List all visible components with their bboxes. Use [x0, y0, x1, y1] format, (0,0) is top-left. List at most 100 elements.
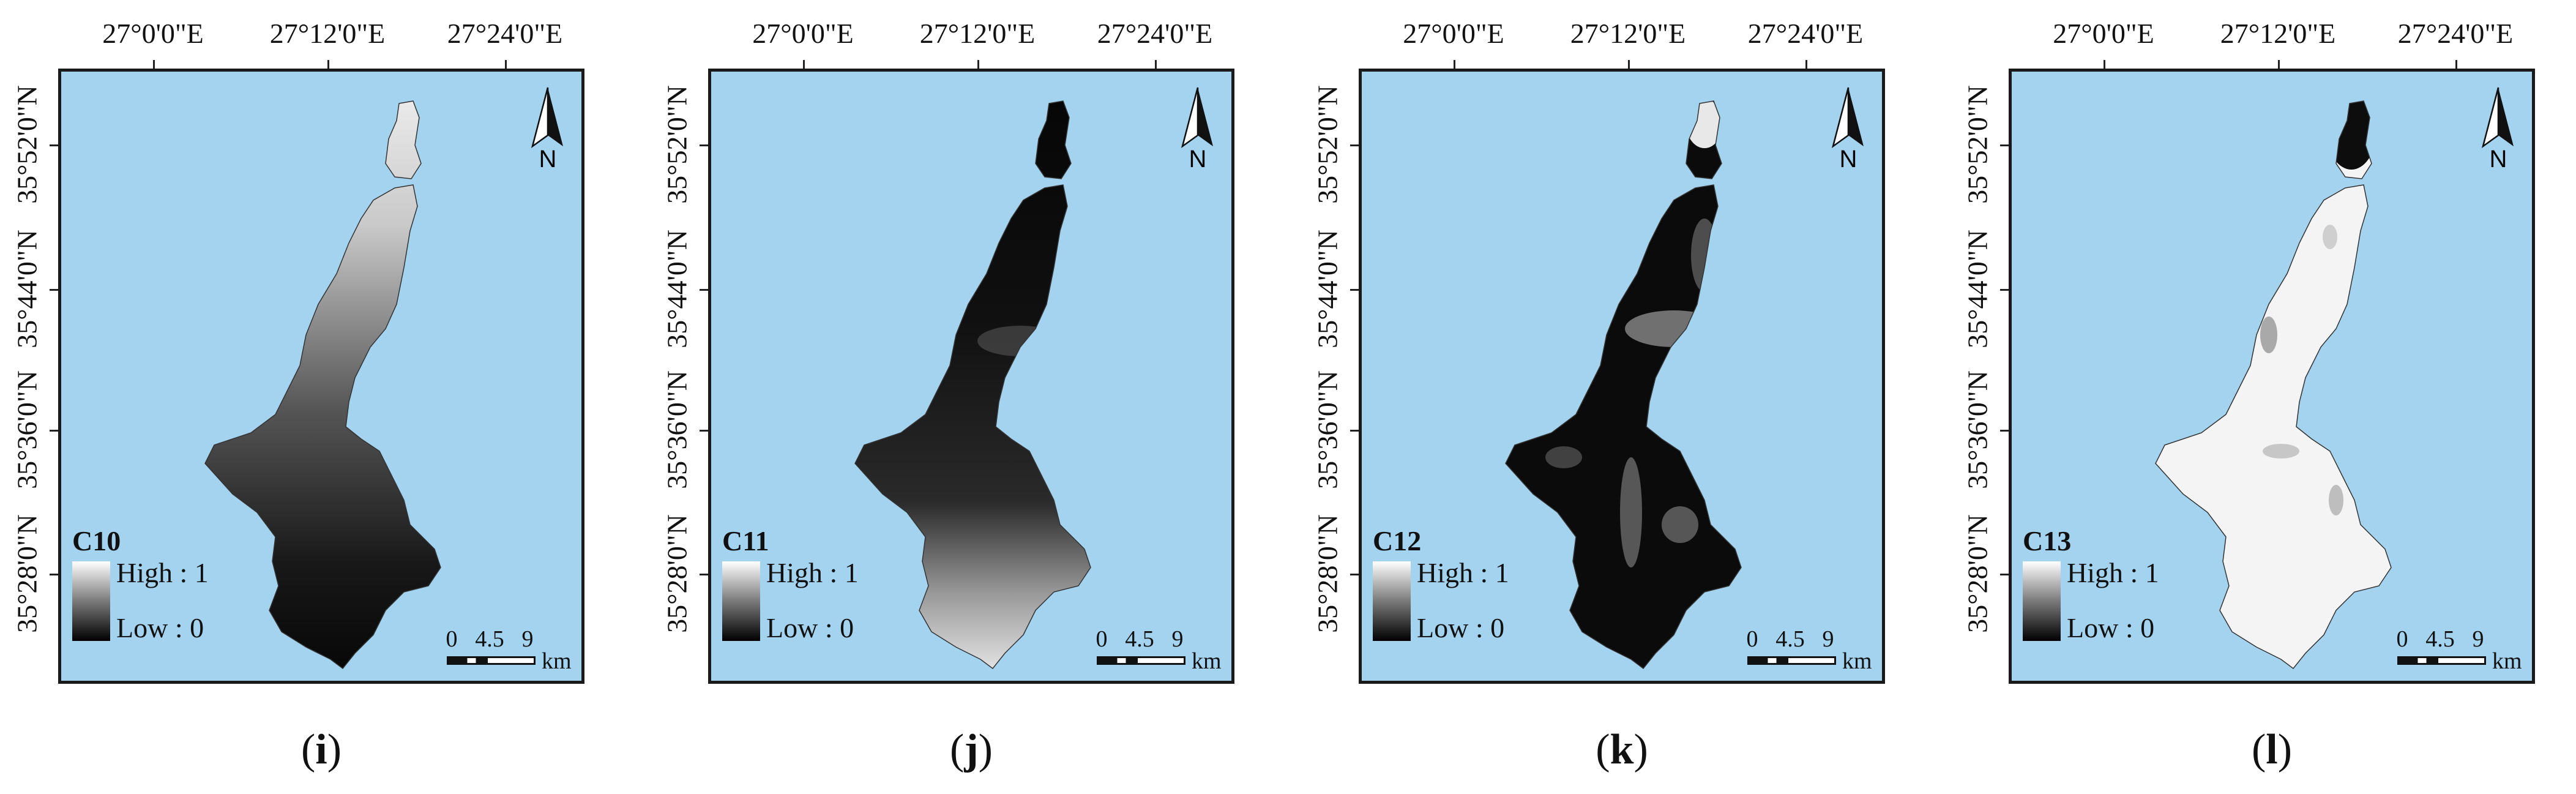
latitude-tick [700, 144, 708, 146]
longitude-label: 27°0'0"E [102, 18, 204, 49]
scale-bar-tick-label: 4.5 [2425, 626, 2455, 652]
longitude-label: 27°24'0"E [1747, 18, 1864, 49]
longitude-label: 27°12'0"E [1570, 18, 1686, 49]
panel-label: (i) [301, 725, 342, 774]
scale-bar-tick-label: 0 [2396, 626, 2408, 652]
longitude-label: 27°12'0"E [2220, 18, 2336, 49]
longitude-label: 27°0'0"E [752, 18, 854, 49]
latitude-tick [1350, 289, 1359, 291]
scale-bar-tick-label: 9 [521, 626, 534, 652]
latitude-label: 35°52'0"N [661, 85, 693, 204]
map-frame: N C13 High : 1 Low : 0 0 4.5 9 km [2009, 69, 2535, 684]
panel-label-open: ( [1596, 726, 1610, 773]
panel-label-close: ) [978, 726, 993, 773]
latitude-tick [2000, 430, 2009, 432]
longitude-label: 27°12'0"E [269, 18, 386, 49]
north-arrow-icon: N [2481, 87, 2514, 171]
panel-label-open: ( [950, 726, 965, 773]
legend-color-ramp [72, 561, 110, 641]
north-arrow-icon: N [1181, 87, 1213, 171]
north-label: N [1840, 146, 1857, 171]
latitude-label: 35°44'0"N [661, 230, 693, 348]
scale-bar-graphic [1097, 656, 1185, 665]
scale-bar-tick-label: 4.5 [1125, 626, 1154, 652]
panel-label-open: ( [301, 726, 316, 773]
north-label: N [1189, 146, 1207, 171]
map-panel-k: 27°0'0"E 27°12'0"E 27°24'0"E 35°52'0"N 35°44… [1301, 0, 1925, 794]
north-label: N [2490, 146, 2507, 171]
scale-bar-unit: km [542, 648, 572, 674]
legend-high-label: High : 1 [2067, 557, 2159, 588]
latitude-label: 35°36'0"N [1312, 370, 1343, 489]
latitude-tick [50, 289, 58, 291]
panel-label: (j) [950, 725, 993, 774]
longitude-tick [327, 60, 329, 69]
scale-bar-tick-label: 0 [1096, 626, 1108, 652]
scale-bar-tick-label: 9 [2472, 626, 2484, 652]
panel-label-letter: i [315, 726, 327, 773]
latitude-tick [700, 430, 708, 432]
legend-low-label: Low : 0 [116, 612, 204, 643]
longitude-tick [2104, 60, 2105, 69]
legend-high-label: High : 1 [116, 557, 209, 588]
longitude-tick [1454, 60, 1455, 69]
longitude-tick [1155, 60, 1157, 69]
longitude-tick [153, 60, 155, 69]
panel-label-close: ) [2277, 726, 2293, 773]
legend-low-label: Low : 0 [1417, 612, 1505, 643]
scale-bar-unit: km [1192, 648, 1222, 674]
longitude-tick [1628, 60, 1630, 69]
scale-bar-tick-label: 9 [1171, 626, 1184, 652]
latitude-tick [2000, 289, 2009, 291]
latitude-label: 35°36'0"N [661, 370, 693, 489]
panel-label-open: ( [2251, 726, 2266, 773]
latitude-label: 35°44'0"N [11, 230, 43, 348]
legend-color-ramp [2023, 561, 2061, 641]
island-raster [854, 100, 1091, 670]
longitude-label: 27°0'0"E [2053, 18, 2154, 49]
legend-title: C12 [1373, 525, 1422, 556]
scale-bar-tick-label: 9 [1822, 626, 1834, 652]
longitude-label: 27°24'0"E [2397, 18, 2514, 49]
island-raster [2155, 100, 2392, 670]
latitude-label: 35°52'0"N [1312, 85, 1343, 204]
map-frame: N C11 High : 1 Low : 0 0 4.5 9 km [708, 69, 1234, 684]
island-raster [1505, 100, 1742, 670]
latitude-label: 35°44'0"N [1962, 230, 1993, 348]
map-panel-i: 27°0'0"E 27°12'0"E 27°24'0"E 35°52'0"N 35°44… [0, 0, 624, 794]
north-arrow-icon: N [1831, 87, 1864, 171]
legend-high-label: High : 1 [1417, 557, 1509, 588]
legend-color-ramp [722, 561, 760, 641]
scale-bar-graphic [2397, 656, 2486, 665]
latitude-tick [700, 289, 708, 291]
panel-label-letter: k [1610, 726, 1634, 773]
latitude-tick [1350, 574, 1359, 575]
panel-label-close: ) [1633, 726, 1648, 773]
longitude-tick [2455, 60, 2457, 69]
scale-bar-tick-label: 0 [446, 626, 458, 652]
scale-bar-unit: km [2492, 648, 2522, 674]
latitude-label: 35°52'0"N [1962, 85, 1993, 204]
latitude-tick [50, 430, 58, 432]
longitude-label: 27°24'0"E [447, 18, 563, 49]
island-raster [204, 100, 441, 670]
latitude-label: 35°36'0"N [1962, 370, 1993, 489]
scale-bar-graphic [1747, 656, 1836, 665]
latitude-label: 35°36'0"N [11, 370, 43, 489]
latitude-label: 35°28'0"N [661, 514, 693, 633]
latitude-tick [50, 144, 58, 146]
map-panel-l: 27°0'0"E 27°12'0"E 27°24'0"E 35°52'0"N 35°44… [1951, 0, 2575, 794]
latitude-tick [1350, 430, 1359, 432]
latitude-tick [2000, 574, 2009, 575]
panel-label: (l) [2252, 725, 2292, 774]
latitude-label: 35°28'0"N [11, 514, 43, 633]
longitude-tick [1805, 60, 1807, 69]
legend-low-label: Low : 0 [2067, 612, 2155, 643]
panel-label-letter: l [2266, 726, 2278, 773]
legend-low-label: Low : 0 [766, 612, 854, 643]
longitude-label: 27°12'0"E [919, 18, 1036, 49]
longitude-tick [2278, 60, 2280, 69]
longitude-label: 27°0'0"E [1403, 18, 1504, 49]
legend-title: C10 [72, 525, 121, 556]
latitude-label: 35°28'0"N [1312, 514, 1343, 633]
